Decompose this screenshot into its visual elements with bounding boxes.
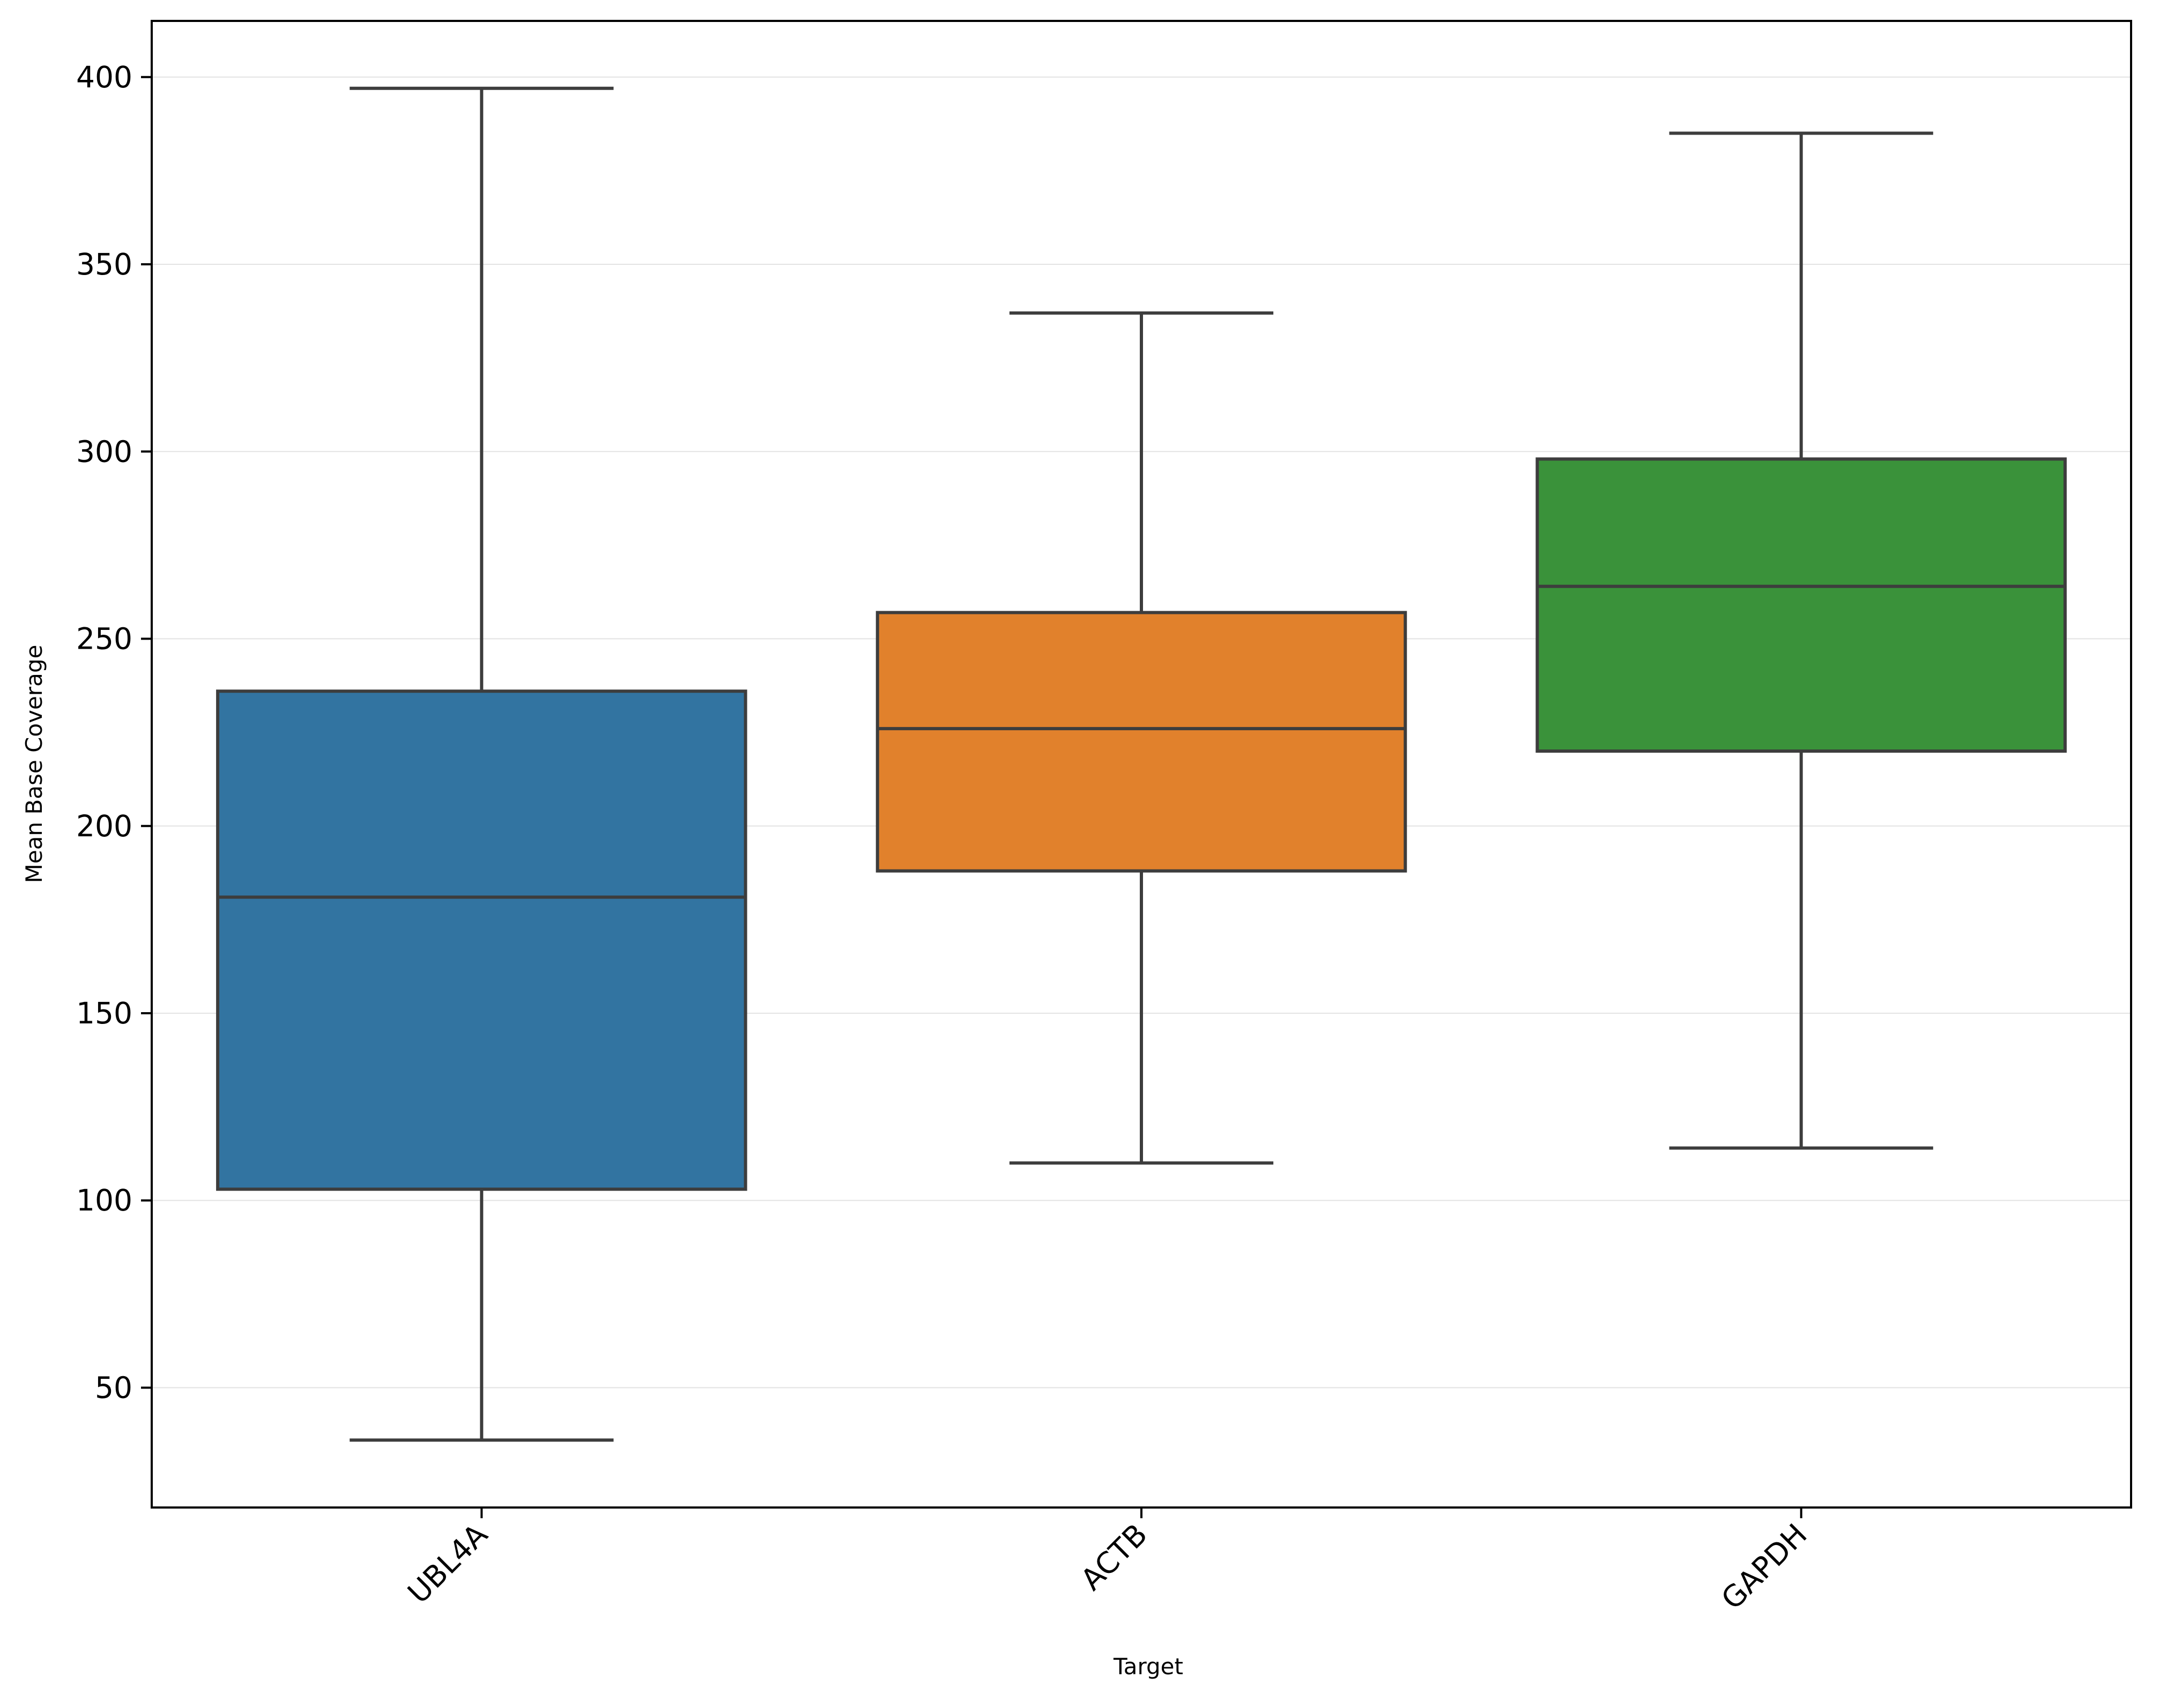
y-tick-label: 200 — [76, 809, 132, 843]
x-axis-label: Target — [1113, 1653, 1183, 1680]
iqr-box — [216, 689, 747, 1191]
box-ubl4a — [216, 86, 747, 1442]
y-tick-label: 100 — [76, 1183, 132, 1217]
y-tick-label: 50 — [95, 1370, 132, 1405]
iqr-box — [1535, 457, 2067, 753]
y-tick-label: 250 — [76, 622, 132, 656]
y-tick-label: 300 — [76, 434, 132, 469]
boxes — [216, 86, 2067, 1442]
y-tick-label: 350 — [76, 247, 132, 281]
y-axis-ticks: 50 100 150 200 250 300 350 400 — [76, 60, 152, 1405]
y-tick-label: 150 — [76, 996, 132, 1030]
iqr-box — [875, 611, 1407, 873]
box-gapdh — [1535, 131, 2067, 1150]
y-axis-label: Mean Base Coverage — [21, 645, 47, 883]
box-actb — [875, 311, 1407, 1165]
y-tick-label: 400 — [76, 60, 132, 94]
